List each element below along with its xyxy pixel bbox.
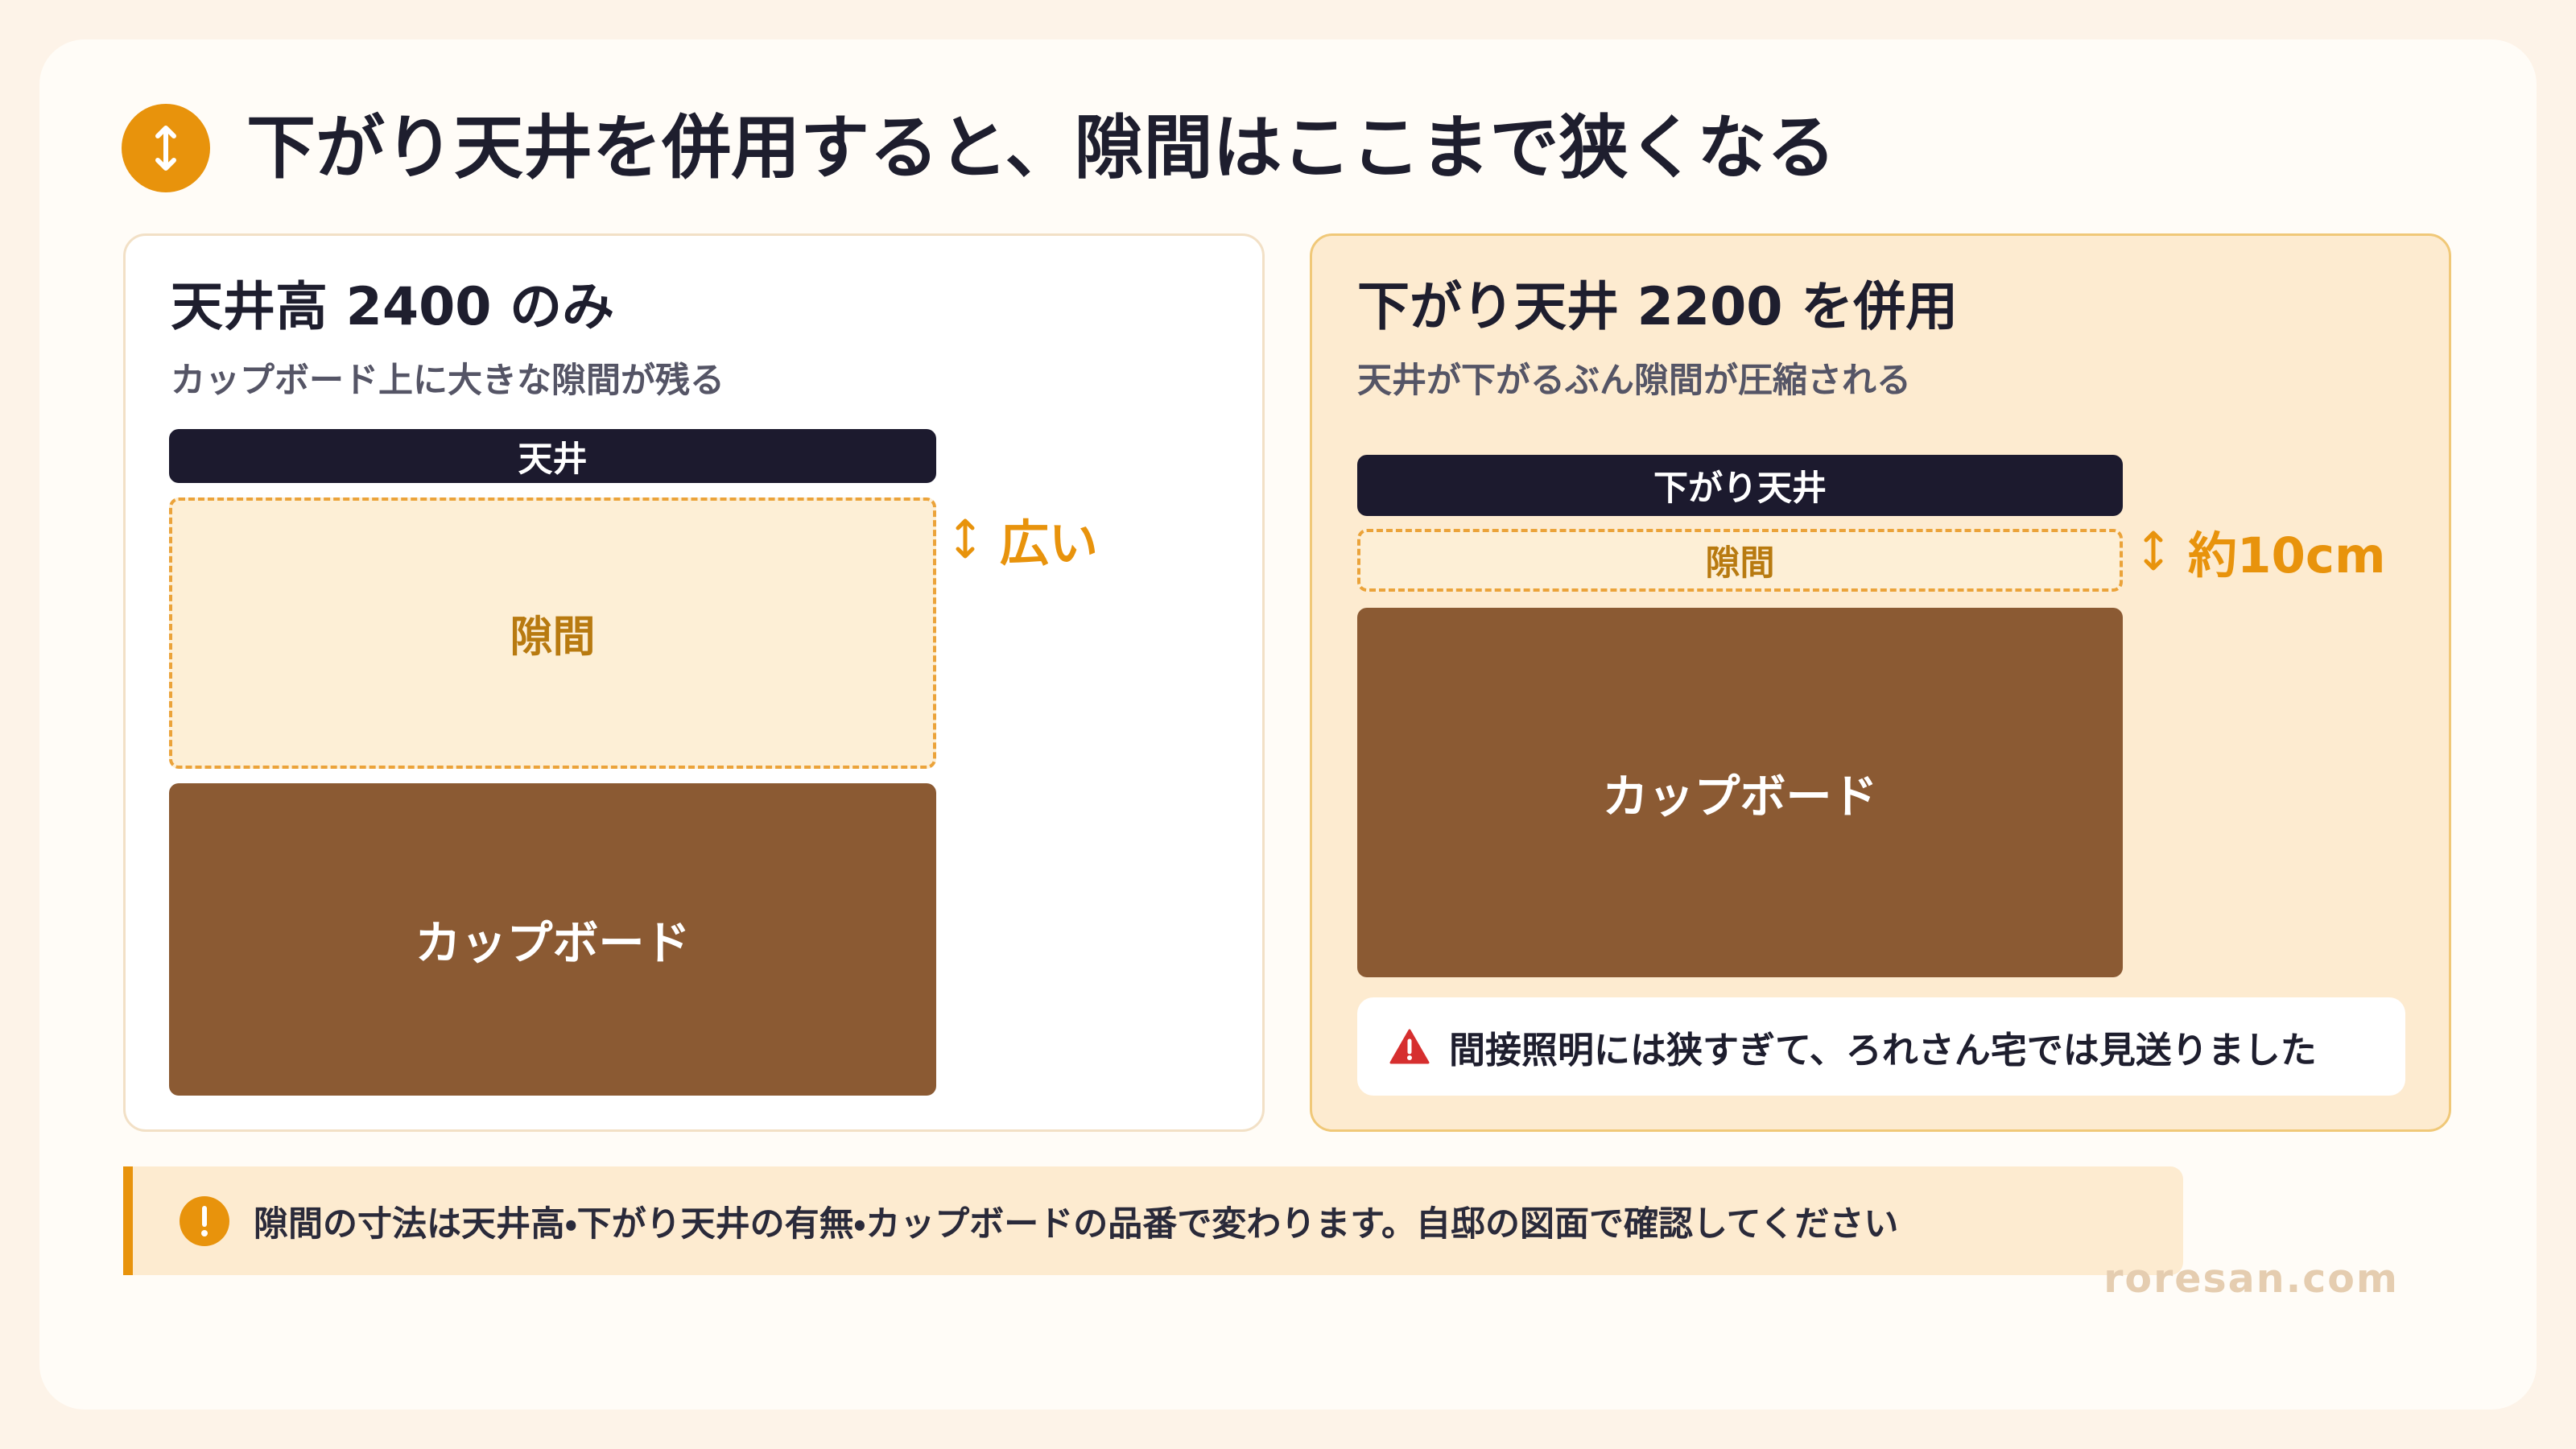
panel-subtitle: カップボード上に大きな隙間が残る: [171, 361, 724, 401]
warning-text: 間接照明には狭すぎて、ろれさん宅では見送りました: [1449, 1028, 2317, 1071]
gap: 隙間: [169, 497, 936, 769]
note: 隙間の寸法は天井高・下がり天井の有無・カップボードの品番で変わります。自邸の図面…: [123, 1166, 2183, 1275]
measure-label: 広い: [1000, 514, 1099, 572]
title: 下がり天井を併用すると、隙間はここまで狭くなる: [246, 108, 1836, 188]
note-icon: [180, 1195, 229, 1246]
measure-arrow: [2144, 530, 2163, 571]
ceiling: 天井: [169, 429, 936, 483]
cupboard: カップボード: [1357, 608, 2123, 977]
footer: roresan.com: [2103, 1256, 2399, 1302]
panel-heading: 天井高 2400 のみ: [171, 277, 615, 337]
measure: 約10cm: [2141, 518, 2386, 584]
warning-icon: [1389, 1029, 1430, 1064]
panel-heading: 下がり天井 2200 を併用: [1357, 277, 1959, 337]
measure: 広い: [953, 506, 1098, 572]
ceiling: 下がり天井: [1357, 455, 2123, 516]
title-icon: [122, 104, 210, 192]
measure-arrow: [956, 518, 975, 559]
warning: 間接照明には狭すぎて、ろれさん宅では見送りました: [1357, 997, 2405, 1096]
gap: 隙間: [1357, 529, 2123, 592]
measure-label: 約10cm: [2188, 526, 2386, 584]
panel-subtitle: 天井が下がるぶん隙間が圧縮される: [1357, 361, 1911, 401]
cupboard: カップボード: [169, 783, 936, 1096]
note-text: 隙間の寸法は天井高・下がり天井の有無・カップボードの品番で変わります。自邸の図面…: [254, 1203, 1899, 1245]
